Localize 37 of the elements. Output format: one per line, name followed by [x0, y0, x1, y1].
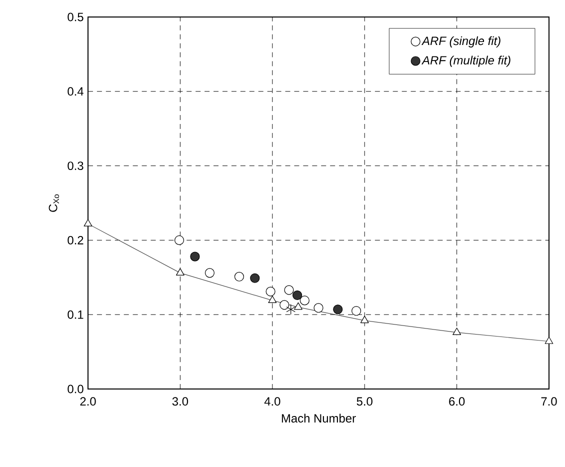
- point: [176, 268, 184, 276]
- legend-label: ARF (single fit): [421, 36, 500, 48]
- point: [204, 268, 214, 278]
- point: [174, 235, 184, 245]
- point: [234, 272, 244, 282]
- point: [294, 302, 302, 310]
- point: [268, 296, 277, 304]
- point: [286, 304, 296, 315]
- point: [250, 273, 260, 283]
- x-tick-label: 2.0: [80, 397, 96, 406]
- y-tick-label: 0.4: [68, 87, 84, 96]
- point: [360, 316, 369, 324]
- point: [292, 290, 302, 300]
- point: [280, 300, 290, 310]
- x-tick-label: 4.0: [264, 397, 280, 406]
- point: [284, 285, 294, 295]
- point: [352, 306, 362, 316]
- x-tick-label: 7.0: [541, 397, 557, 406]
- y-axis-title: C$_{Xo}$: [48, 194, 60, 212]
- point: [84, 219, 92, 226]
- point: [266, 286, 276, 296]
- x-tick-label: 3.0: [172, 397, 188, 406]
- point: [300, 296, 310, 306]
- point: [333, 304, 343, 314]
- point: [314, 303, 324, 313]
- x-tick-label: 5.0: [356, 397, 372, 406]
- legend-label: ARF (multiple fit): [421, 56, 510, 67]
- x-tick-label: 6.0: [449, 397, 465, 406]
- y-tick-label: 0.5: [68, 12, 84, 22]
- point: [544, 336, 554, 344]
- y-tick-label: 0.2: [68, 236, 84, 244]
- point: [190, 252, 200, 262]
- y-tick-label: 0.3: [68, 162, 84, 170]
- point: [452, 328, 461, 335]
- x-axis-title: Mach Number: [282, 414, 356, 423]
- y-tick-label: 0.1: [68, 310, 84, 319]
- y-tick-label: 0.0: [68, 384, 84, 394]
